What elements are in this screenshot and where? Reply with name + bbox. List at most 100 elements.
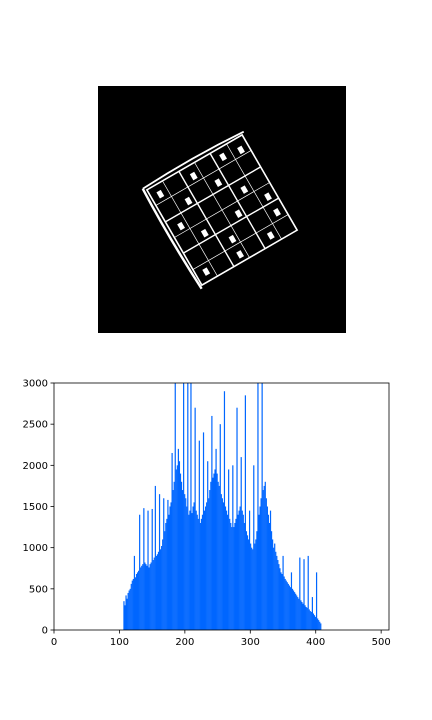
histogram-bar <box>192 506 194 630</box>
histogram-bar <box>315 572 318 630</box>
x-tick-label: 200 <box>175 637 194 648</box>
histogram-bar <box>237 514 239 630</box>
histogram-bar <box>274 543 276 630</box>
histogram-bar <box>248 510 251 630</box>
histogram-bar <box>131 580 133 630</box>
histogram-bar <box>299 557 301 630</box>
histogram-bar <box>210 481 212 630</box>
histogram-bar <box>126 598 128 630</box>
histogram-bar <box>172 490 174 630</box>
histogram-bar <box>124 605 126 630</box>
histogram-bar <box>173 481 175 630</box>
y-tick-label: 500 <box>29 584 48 595</box>
histogram-bar <box>263 485 265 630</box>
histogram-chart: 0 100 200 300 400 500 0 500 1000 1500 2000 2500 300… <box>23 379 391 649</box>
histogram-bar <box>139 514 141 630</box>
histogram-bar <box>282 555 284 630</box>
histogram-bar <box>317 618 319 630</box>
histogram-bar <box>230 522 232 630</box>
histogram-bar <box>291 588 294 630</box>
histogram-bar <box>310 611 312 630</box>
histogram-bar <box>275 551 277 630</box>
histogram-bar <box>136 572 139 630</box>
y-tick-label: 2500 <box>23 420 48 431</box>
histogram-bar <box>273 547 275 630</box>
histogram-bar <box>268 522 271 630</box>
histogram-bar <box>156 554 159 630</box>
y-axis: 0 500 1000 1500 2000 2500 3000 <box>23 379 54 637</box>
histogram-bar <box>277 560 279 630</box>
histogram-bar <box>143 508 145 630</box>
histogram-bar <box>127 592 129 630</box>
histogram-bar <box>157 551 160 630</box>
histogram-bar <box>227 514 229 630</box>
histogram-bar <box>218 485 220 630</box>
histogram-bar <box>168 514 170 630</box>
histogram-bar <box>255 539 257 630</box>
histogram-bar <box>252 549 254 630</box>
histogram-bar <box>158 494 161 630</box>
histogram-bar <box>212 477 214 630</box>
histogram-bar <box>244 395 246 630</box>
histogram-bar <box>231 527 233 630</box>
histogram-bar <box>202 432 205 630</box>
y-tick-label: 0 <box>42 626 48 637</box>
histogram-bar <box>287 583 289 630</box>
histogram-bar <box>257 383 259 630</box>
histogram-bar <box>167 499 169 630</box>
histogram-bar <box>216 473 218 630</box>
histogram-bar <box>214 469 216 630</box>
histogram-bar <box>183 383 185 630</box>
histogram-bar <box>258 514 260 630</box>
histogram-bar <box>205 506 207 630</box>
histogram-bar <box>144 562 146 630</box>
histogram-bar <box>294 592 296 630</box>
x-tick-label: 100 <box>110 637 129 648</box>
histogram-bar <box>135 574 138 630</box>
histogram-bar <box>220 494 222 630</box>
histogram-bar <box>240 457 242 630</box>
histogram-bar <box>233 527 235 630</box>
histogram-bar <box>200 518 203 630</box>
histogram-bar <box>198 440 200 630</box>
histogram-bar <box>267 514 270 630</box>
histogram-bar <box>302 603 304 630</box>
histogram-bar <box>199 522 201 630</box>
histogram-bar <box>236 407 238 630</box>
histogram-bar <box>225 510 228 630</box>
histogram-bar <box>196 514 198 630</box>
histogram-bar <box>305 606 307 630</box>
histogram-bar <box>313 615 316 630</box>
histogram-bar <box>232 465 234 630</box>
histogram-bar <box>164 531 166 630</box>
histogram-bar <box>288 585 290 630</box>
histogram-bar <box>142 564 144 630</box>
histogram-bar <box>262 490 264 630</box>
histogram-bar <box>125 595 127 630</box>
histogram-bar <box>130 583 132 630</box>
histogram-bar <box>283 576 285 630</box>
histogram-bar <box>266 506 268 630</box>
histogram-bar <box>177 448 179 630</box>
histogram-bar <box>259 506 261 630</box>
histogram-bar <box>234 522 236 630</box>
histogram-bar <box>201 514 204 630</box>
histogram-bar <box>246 535 249 630</box>
histogram-bar <box>224 506 227 630</box>
histogram-bar <box>298 598 300 630</box>
histogram-bar <box>238 510 240 630</box>
histogram-bar <box>278 564 280 630</box>
binarized-image-panel <box>98 86 346 333</box>
histogram-bar <box>241 510 243 630</box>
histogram-bar <box>151 508 153 630</box>
histogram-bar <box>289 587 292 630</box>
histogram-bar <box>165 522 167 630</box>
histogram-bar <box>264 481 266 630</box>
histogram-bar <box>221 498 223 630</box>
x-tick-label: 0 <box>51 637 57 648</box>
histogram-bar <box>190 383 192 630</box>
histogram-bar <box>176 465 178 630</box>
histogram-bar <box>290 572 293 630</box>
histogram-bar <box>217 481 219 630</box>
histogram-bar <box>276 555 278 630</box>
